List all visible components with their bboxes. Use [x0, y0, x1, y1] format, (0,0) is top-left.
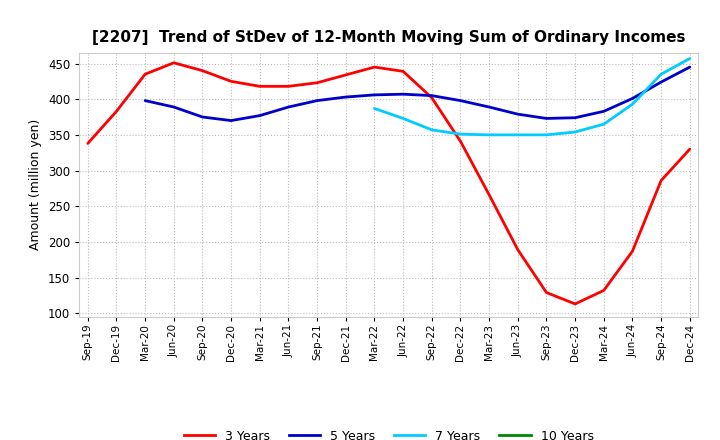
Line: 7 Years: 7 Years	[374, 59, 690, 135]
3 Years	[428, 95, 436, 100]
5 Years	[571, 115, 580, 121]
5 Years	[428, 93, 436, 98]
5 Years	[141, 98, 150, 103]
3 Years	[370, 64, 379, 70]
7 Years	[657, 72, 665, 77]
Legend: 3 Years, 5 Years, 7 Years, 10 Years: 3 Years, 5 Years, 7 Years, 10 Years	[179, 425, 598, 440]
7 Years	[542, 132, 551, 137]
3 Years	[169, 60, 178, 66]
5 Years	[312, 98, 321, 103]
3 Years	[256, 84, 264, 89]
Title: [2207]  Trend of StDev of 12-Month Moving Sum of Ordinary Incomes: [2207] Trend of StDev of 12-Month Moving…	[92, 29, 685, 45]
3 Years	[227, 79, 235, 84]
3 Years	[542, 290, 551, 295]
5 Years	[485, 104, 493, 110]
3 Years	[284, 84, 293, 89]
Line: 3 Years: 3 Years	[88, 63, 690, 304]
5 Years	[628, 96, 636, 101]
Y-axis label: Amount (million yen): Amount (million yen)	[30, 119, 42, 250]
7 Years	[485, 132, 493, 137]
7 Years	[456, 132, 465, 137]
7 Years	[428, 127, 436, 132]
3 Years	[84, 141, 92, 146]
7 Years	[600, 121, 608, 127]
3 Years	[513, 247, 522, 253]
7 Years	[399, 116, 408, 121]
5 Years	[456, 98, 465, 103]
3 Years	[312, 80, 321, 85]
3 Years	[112, 109, 121, 114]
7 Years	[685, 56, 694, 61]
5 Years	[169, 104, 178, 110]
5 Years	[542, 116, 551, 121]
5 Years	[657, 79, 665, 84]
5 Years	[513, 111, 522, 117]
5 Years	[341, 95, 350, 100]
3 Years	[628, 249, 636, 254]
5 Years	[198, 114, 207, 120]
3 Years	[456, 139, 465, 144]
3 Years	[571, 301, 580, 307]
5 Years	[227, 118, 235, 123]
3 Years	[657, 178, 665, 183]
5 Years	[600, 109, 608, 114]
3 Years	[399, 69, 408, 74]
3 Years	[141, 72, 150, 77]
3 Years	[600, 288, 608, 293]
3 Years	[485, 192, 493, 198]
5 Years	[256, 113, 264, 118]
5 Years	[284, 104, 293, 110]
3 Years	[685, 147, 694, 152]
3 Years	[198, 68, 207, 73]
7 Years	[370, 106, 379, 111]
7 Years	[571, 129, 580, 135]
5 Years	[399, 92, 408, 97]
Line: 5 Years: 5 Years	[145, 67, 690, 121]
7 Years	[513, 132, 522, 137]
5 Years	[685, 64, 694, 70]
7 Years	[628, 102, 636, 107]
5 Years	[370, 92, 379, 98]
3 Years	[341, 72, 350, 77]
